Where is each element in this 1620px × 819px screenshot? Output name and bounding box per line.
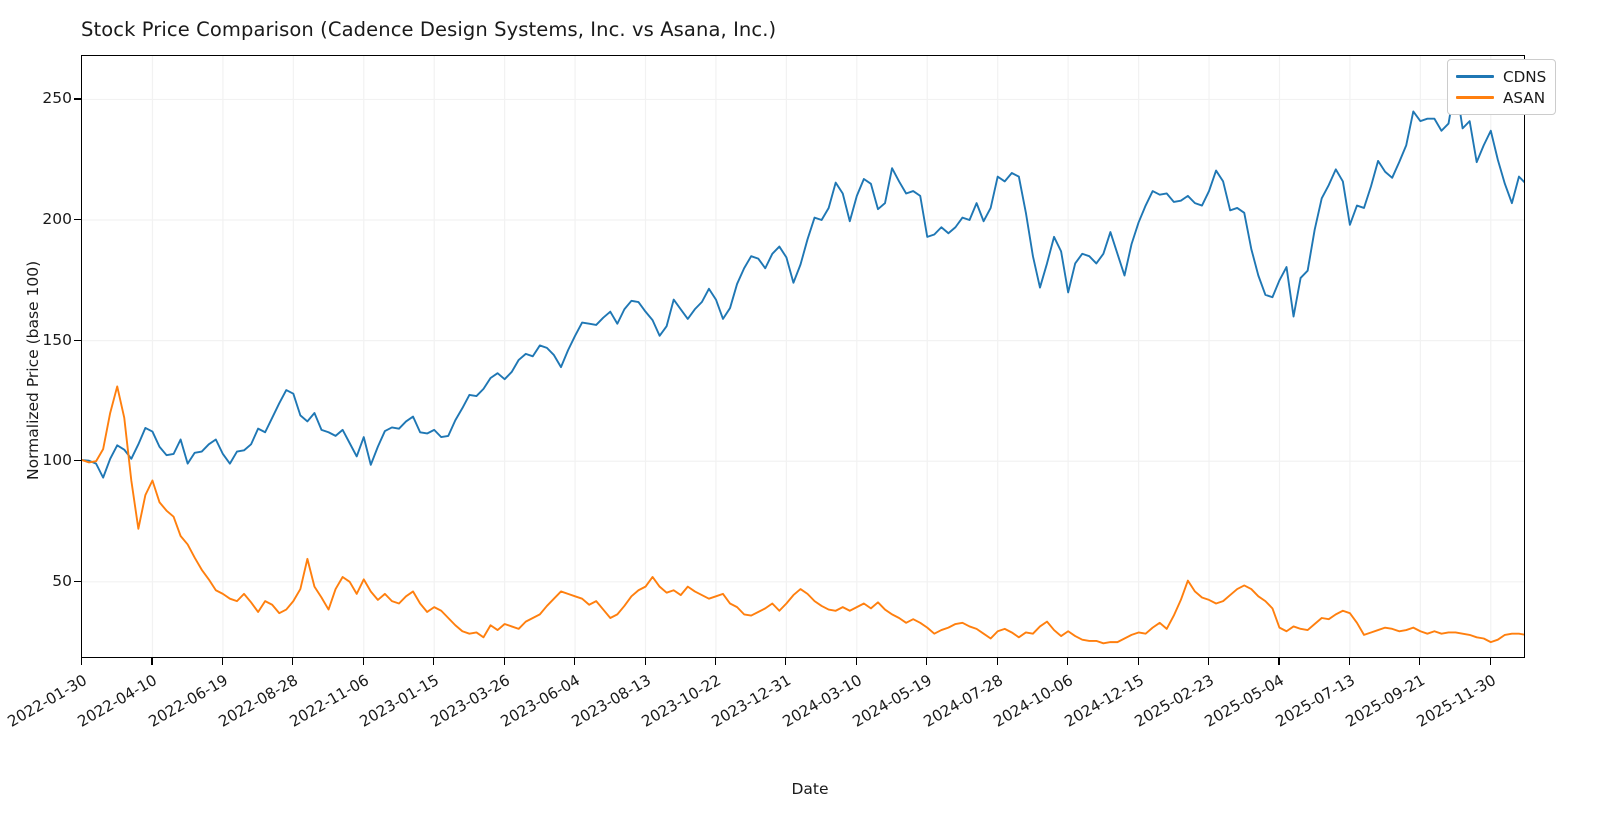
x-tick-mark (574, 658, 576, 665)
legend-label-asan: ASAN (1503, 88, 1546, 107)
plot-area (81, 55, 1525, 658)
y-tick-mark (74, 460, 81, 462)
y-tick-label: 50 (52, 571, 72, 590)
x-tick-mark (362, 658, 364, 665)
y-tick-label: 250 (42, 89, 72, 108)
horizontal-gridlines (82, 98, 1524, 583)
x-tick-mark (714, 658, 717, 665)
vertical-gridlines (151, 56, 1492, 657)
x-tick-mark (926, 658, 928, 665)
y-tick-mark (74, 219, 81, 221)
y-tick-label: 150 (42, 330, 72, 349)
legend[interactable]: CDNS ASAN (1447, 59, 1557, 115)
y-tick-mark (74, 580, 81, 582)
legend-item-asan[interactable]: ASAN (1456, 87, 1546, 108)
x-tick-mark (855, 658, 857, 665)
legend-swatch-cdns (1456, 75, 1494, 78)
series-line-cdns (82, 81, 1524, 479)
x-tick-mark (221, 658, 223, 665)
page-title: Stock Price Comparison (Cadence Design S… (81, 18, 777, 41)
y-tick-mark (74, 98, 81, 100)
x-tick-mark (1137, 658, 1139, 665)
y-tick-label: 200 (42, 210, 72, 229)
legend-swatch-asan (1456, 96, 1494, 99)
x-tick-mark (1208, 658, 1210, 665)
legend-item-cdns[interactable]: CDNS (1456, 66, 1546, 87)
x-tick-mark (1067, 658, 1069, 665)
x-axis-label: Date (791, 780, 829, 798)
y-axis-label: Normalized Price (base 100) (24, 260, 42, 480)
series-paths (82, 81, 1524, 645)
x-tick-mark (292, 658, 294, 665)
x-tick-mark (1489, 658, 1491, 665)
x-tick-mark (644, 658, 646, 665)
x-tick-mark (785, 658, 787, 665)
series-line-asan (82, 385, 1524, 645)
chart-lines (82, 56, 1524, 657)
x-tick-mark (81, 658, 83, 665)
x-tick-mark (433, 658, 435, 665)
x-tick-mark (1348, 658, 1350, 665)
y-tick-label: 100 (42, 451, 72, 470)
legend-label-cdns: CDNS (1503, 67, 1547, 86)
x-tick-mark (996, 658, 998, 665)
x-tick-mark (503, 658, 505, 665)
x-tick-mark (151, 658, 153, 665)
y-tick-mark (74, 339, 81, 341)
x-tick-mark (1419, 658, 1421, 665)
x-tick-mark (1278, 658, 1280, 665)
